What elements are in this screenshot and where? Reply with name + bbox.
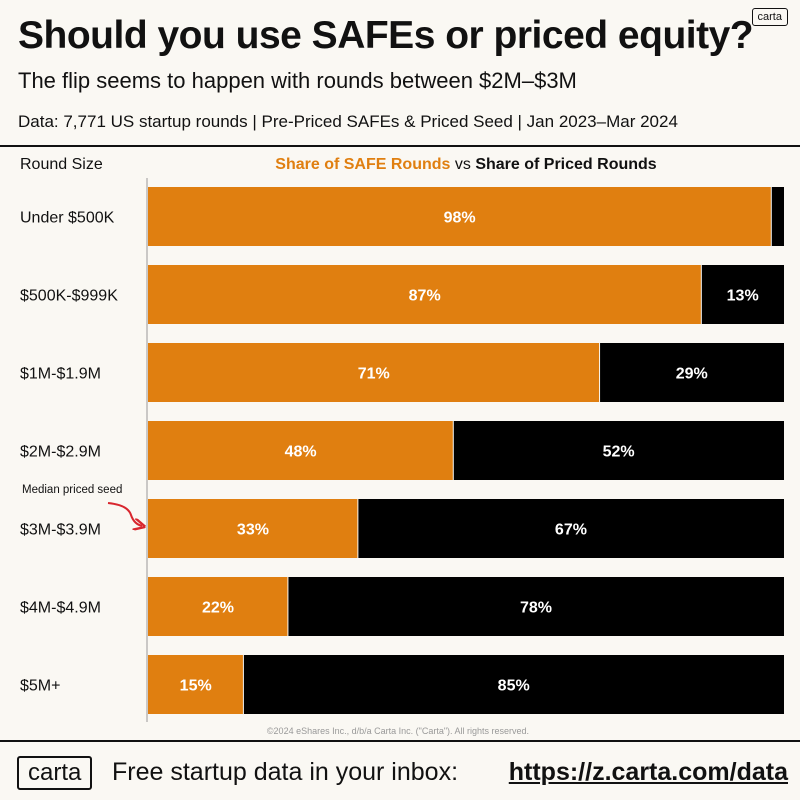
- footer: carta Free startup data in your inbox: h…: [0, 742, 800, 800]
- category-label: $3M-$3.9M: [20, 522, 101, 539]
- data-label-priced: 67%: [555, 522, 587, 539]
- category-label: Under $500K: [20, 210, 115, 227]
- column-label: Round Size: [20, 156, 103, 173]
- legend-safe: Share of SAFE Rounds: [275, 156, 451, 173]
- data-label-safe: 15%: [180, 678, 212, 695]
- newsletter-link[interactable]: https://z.carta.com/data: [508, 758, 788, 786]
- category-label: $1M-$1.9M: [20, 366, 101, 383]
- bar-safe: [148, 499, 358, 558]
- footer-divider: [0, 740, 800, 742]
- header-divider: [0, 145, 800, 147]
- data-label-priced: 29%: [676, 366, 708, 383]
- bar-safe: [148, 343, 600, 402]
- carta-badge: carta: [751, 8, 788, 26]
- category-label: $2M-$2.9M: [20, 444, 101, 461]
- data-label-priced: 52%: [603, 444, 635, 461]
- legend-vs: vs: [450, 156, 476, 173]
- category-label: $500K-$999K: [20, 288, 118, 305]
- bar-safe: [148, 421, 454, 480]
- category-label: $5M+: [20, 678, 60, 695]
- annotation-label: Median priced seed: [22, 484, 122, 496]
- data-label-safe: 22%: [202, 600, 234, 617]
- data-source: Data: 7,771 US startup rounds | Pre-Pric…: [18, 112, 678, 131]
- data-label-safe: 87%: [409, 288, 441, 305]
- data-label-safe: 33%: [237, 522, 269, 539]
- bar-safe: [148, 265, 702, 324]
- category-label: $4M-$4.9M: [20, 600, 101, 617]
- footer-cta: Free startup data in your inbox:: [112, 758, 459, 786]
- stacked-bar-chart: Under $500K 98% $500K-$999K 87% 13% $1M-$1.9M…: [20, 178, 784, 736]
- bar-safe: [148, 655, 244, 714]
- data-label-priced: 85%: [498, 678, 530, 695]
- bar-priced: [599, 343, 784, 402]
- bar-priced: [243, 655, 784, 714]
- carta-logo: carta: [17, 756, 93, 790]
- bar-priced: [287, 577, 784, 636]
- bar-priced: [701, 265, 784, 324]
- legend: Share of SAFE Rounds vs Share of Priced …: [148, 156, 784, 174]
- data-label-priced: 78%: [520, 600, 552, 617]
- bar-safe: [148, 187, 772, 246]
- copyright: ©2024 eShares Inc., d/b/a Carta Inc. ("C…: [267, 726, 529, 736]
- bar-priced: [453, 421, 784, 480]
- data-label-safe: 48%: [285, 444, 317, 461]
- data-label-safe: 98%: [444, 210, 476, 227]
- chart-title: Should you use SAFEs or priced equity?: [18, 14, 754, 57]
- data-label-safe: 71%: [358, 366, 390, 383]
- data-label-priced: 13%: [727, 288, 759, 305]
- annotation-arrow: [107, 502, 142, 526]
- legend-priced: Share of Priced Rounds: [475, 156, 657, 173]
- chart-subtitle: The flip seems to happen with rounds bet…: [18, 68, 577, 93]
- bar-safe: [148, 577, 288, 636]
- bar-priced: [357, 499, 784, 558]
- bar-priced: [771, 187, 784, 246]
